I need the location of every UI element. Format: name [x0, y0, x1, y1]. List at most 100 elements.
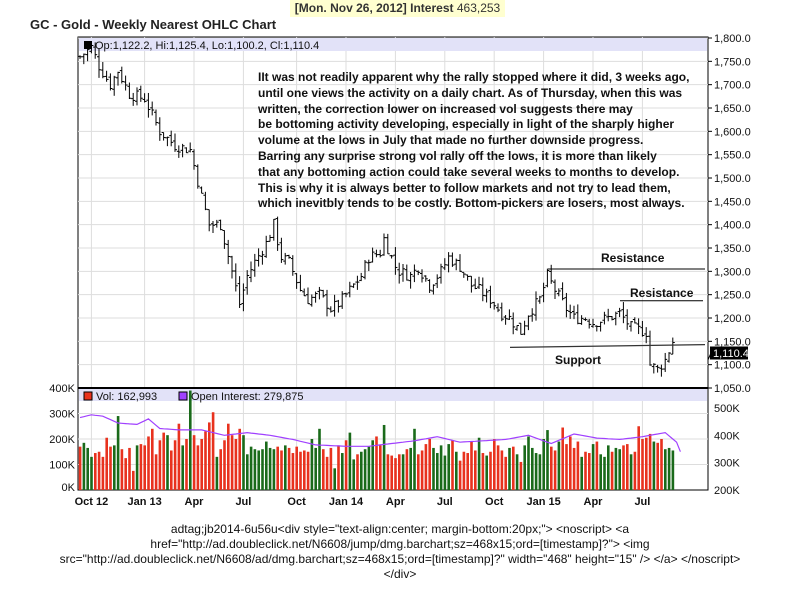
volume-bar: [417, 454, 420, 490]
volume-bar: [276, 446, 279, 490]
price-tick-label: 1,450.0: [714, 196, 751, 208]
volume-bar: [569, 436, 572, 490]
volume-bar: [238, 428, 241, 490]
volume-bar: [474, 450, 477, 490]
volume-bar: [398, 454, 401, 490]
header-date: [Mon. Nov 26, 2012]: [294, 1, 407, 15]
price-tick-label: 1,300.0: [714, 266, 751, 278]
volume-bar: [196, 445, 200, 490]
volume-tick-label: 100K: [49, 460, 75, 472]
volume-bar: [265, 441, 268, 490]
volume-bar: [641, 439, 644, 490]
volume-bar: [523, 445, 526, 490]
volume-bar: [428, 439, 431, 490]
volume-bar: [401, 454, 405, 490]
volume-bar: [367, 446, 371, 490]
volume-bar: [584, 451, 587, 490]
time-tick-label: Jan 15: [526, 496, 560, 508]
volume-bar: [337, 445, 340, 490]
chart-title: GC - Gold - Weekly Nearest OHLC Chart: [30, 17, 277, 32]
open-interest-line: [79, 414, 681, 452]
volume-bar: [614, 447, 618, 490]
volume-legend-text: Vol: 162,993: [96, 391, 157, 403]
price-tick-label: 1,350.0: [714, 243, 751, 255]
last-price-label: 1,110.4: [713, 348, 749, 360]
volume-bar: [436, 453, 439, 490]
volume-bar: [610, 451, 614, 490]
header-banner: [Mon. Nov 26, 2012] Interest 463,253: [290, 0, 505, 17]
volume-bar: [455, 451, 458, 490]
price-tick-label: 1,050.0: [714, 383, 751, 395]
price-legend-text: Op:1,122.2, Hi:1,125.4, Lo:1,100.2, Cl:1…: [95, 40, 319, 52]
volume-bar: [481, 453, 485, 490]
commentary-text: IIt was not readily apparent why the ral…: [258, 70, 690, 211]
time-tick-label: Oct: [485, 496, 504, 508]
volume-bar: [223, 440, 226, 490]
volume-bar: [291, 453, 295, 490]
volume-bar: [648, 433, 652, 490]
price-tick-label: 1,250.0: [714, 290, 751, 302]
volume-bar: [477, 437, 481, 490]
volume-bar: [580, 456, 583, 490]
volume-bar: [162, 432, 165, 490]
volume-bar: [113, 445, 116, 490]
volume-bar: [344, 440, 348, 490]
volume-bar: [645, 437, 648, 490]
volume-bar: [496, 445, 500, 490]
volume-bar: [97, 451, 101, 490]
volume-bar: [591, 444, 595, 490]
volume-bar: [637, 426, 640, 490]
volume-bar: [105, 437, 108, 490]
volume-bar: [166, 435, 169, 490]
price-legend-band: [79, 38, 707, 51]
oi-tick-label: 400K: [714, 430, 740, 442]
volume-tick-label: 0K: [62, 482, 76, 494]
volume-bar: [534, 453, 538, 490]
volume-bar: [595, 441, 599, 490]
volume-bar: [352, 459, 355, 490]
volume-bar: [439, 445, 443, 490]
time-tick-label: Oct 12: [75, 496, 109, 508]
volume-bar: [629, 454, 633, 490]
volume-bar: [253, 449, 257, 490]
price-tick-label: 1,650.0: [714, 103, 751, 115]
volume-bar: [667, 447, 671, 490]
oi-tick-label: 300K: [714, 458, 740, 470]
volume-bar: [671, 450, 675, 490]
volume-bar: [170, 450, 173, 490]
volume-bar: [318, 428, 321, 490]
time-tick-label: Jan 14: [329, 496, 364, 508]
volume-bar: [280, 450, 283, 490]
volume-bar: [242, 435, 245, 490]
volume-bar: [363, 449, 367, 490]
volume-bar: [219, 449, 222, 490]
volume-bar: [542, 439, 545, 490]
volume-bar: [451, 440, 454, 490]
volume-bar: [424, 444, 428, 490]
resistance-label-1: Resistance: [601, 251, 665, 265]
volume-bar: [139, 444, 143, 490]
volume-bar: [356, 454, 359, 490]
volume-bar: [189, 390, 192, 490]
volume-bar: [295, 446, 298, 490]
volume-bar: [341, 453, 344, 490]
last-price-box: [710, 346, 748, 360]
volume-bar: [211, 412, 215, 490]
volume-bar: [128, 447, 131, 490]
volume-bar: [78, 446, 82, 490]
volume-bar: [508, 447, 511, 490]
volume-bar: [272, 449, 276, 490]
volume-bar: [633, 451, 637, 490]
volume-bar: [94, 453, 97, 490]
volume-bar: [200, 439, 203, 490]
volume-bar: [504, 456, 507, 490]
volume-bar: [599, 454, 602, 490]
volume-bar: [420, 450, 424, 490]
volume-bar: [124, 458, 127, 490]
volume-bar: [192, 435, 196, 490]
volume-bar: [538, 454, 542, 490]
volume-bar: [512, 446, 515, 490]
time-tick-label: Jul: [634, 496, 650, 508]
volume-bar: [409, 447, 412, 490]
volume-bar: [588, 453, 591, 490]
